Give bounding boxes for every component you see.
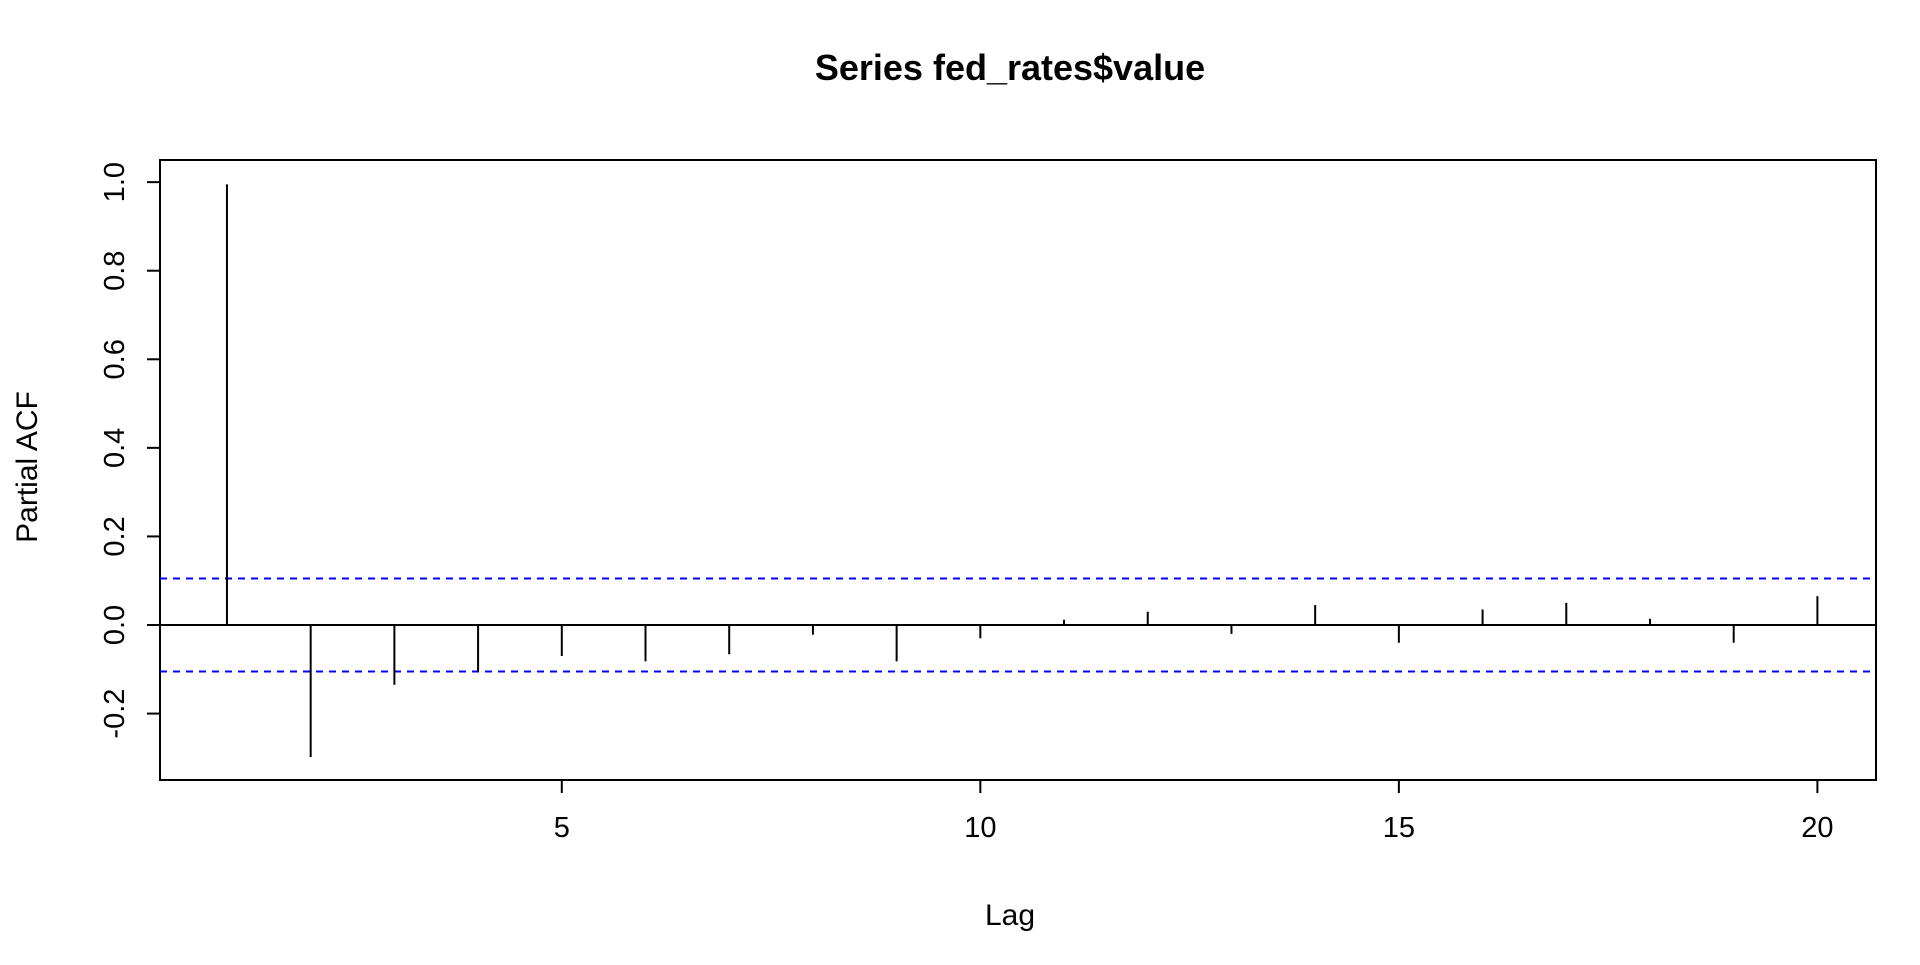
y-tick-label: 0.0 xyxy=(99,605,131,645)
x-tick-label: 20 xyxy=(1801,812,1833,844)
x-tick-label: 5 xyxy=(554,812,570,844)
x-axis: 5 10 15 20 xyxy=(554,779,1834,844)
x-axis-label: Lag xyxy=(985,899,1035,932)
y-axis-label: Partial ACF xyxy=(11,391,44,543)
y-tick-label: 1.0 xyxy=(99,162,131,202)
y-tick-label: 0.8 xyxy=(99,251,131,291)
confidence-bounds xyxy=(160,577,1876,673)
y-tick-label: -0.2 xyxy=(99,689,131,739)
y-axis: -0.2 0.0 0.2 0.4 0.6 0.8 1.0 xyxy=(99,162,161,739)
y-tick-label: 0.4 xyxy=(99,428,131,468)
y-tick-label: 0.6 xyxy=(99,339,131,379)
x-tick-label: 10 xyxy=(964,812,996,844)
chart-title: Series fed_rates$value xyxy=(815,47,1205,88)
pacf-bars xyxy=(225,184,1819,757)
x-tick-label: 15 xyxy=(1383,812,1415,844)
y-tick-label: 0.2 xyxy=(99,516,131,556)
